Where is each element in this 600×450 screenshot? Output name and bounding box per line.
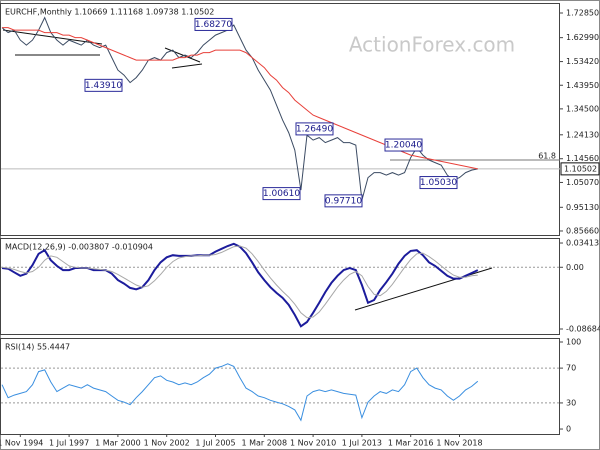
annotation-box — [419, 176, 458, 190]
annotation-box — [194, 17, 233, 31]
annotation-label: 1.00610 — [263, 189, 300, 199]
annotation-box — [384, 138, 423, 152]
annotation-box — [295, 122, 334, 136]
x-tick-label: 1 Jul 2013 — [342, 439, 382, 448]
panel-title: RSI(14) 55.4447 — [5, 343, 70, 352]
rsi-panel — [0, 338, 560, 435]
trendline — [171, 63, 203, 69]
panel-title: EURCHF,Monthly 1.10669 1.11168 1.09738 1… — [5, 8, 214, 17]
x-tick-label: 1 Jul 1997 — [49, 439, 89, 448]
y-tick-label: 1.24130 — [566, 130, 599, 139]
price-panel — [0, 3, 560, 236]
y-tick-label: 0.95130 — [566, 203, 599, 212]
x-tick-label: 1 Jul 2005 — [195, 439, 235, 448]
y-tick-label: 0 — [566, 425, 571, 434]
x-tick-label: 1 Mar 2008 — [241, 439, 287, 448]
watermark: ActionForex.com — [349, 33, 515, 57]
y-tick-label: 1.34500 — [566, 104, 599, 113]
x-tick-label: 1 Nov 2002 — [144, 439, 190, 448]
series-line — [1, 245, 478, 319]
annotation-label: 1.68270 — [195, 20, 232, 30]
x-tick-label: 1 Mar 2000 — [95, 439, 141, 448]
fib-label: 61.8 — [538, 152, 556, 161]
x-tick-label: 1 Nov 2018 — [436, 439, 482, 448]
series-line — [1, 363, 479, 422]
last-price-box — [560, 162, 600, 176]
y-tick-label: 1.43950 — [566, 81, 599, 90]
panel-title: MACD(12,26,9) -0.003807 -0.010904 — [5, 243, 153, 252]
y-tick-label: 0.034137 — [566, 239, 600, 248]
y-tick-label: 100 — [566, 338, 581, 347]
annotation-label: 1.20040 — [385, 141, 422, 151]
y-tick-label: -0.086849 — [566, 324, 600, 333]
annotation-box — [84, 78, 123, 92]
x-tick-label: 1 Mar 2016 — [388, 439, 434, 448]
last-price-label: 1.10502 — [564, 164, 597, 173]
y-tick-label: 30 — [566, 398, 576, 407]
annotation-box — [262, 187, 301, 201]
series-line — [1, 16, 478, 201]
y-tick-label: 0.85660 — [566, 226, 599, 235]
annotation-label: 0.97710 — [325, 196, 362, 206]
x-tick-label: 1 Nov 1994 — [0, 439, 43, 448]
y-tick-label: 1.62990 — [566, 33, 599, 42]
macd-panel — [0, 238, 560, 335]
x-tick-label: 1 Nov 2010 — [290, 439, 336, 448]
annotation-box — [324, 194, 363, 208]
annotation-label: 1.26490 — [296, 124, 333, 134]
annotation-label: 1.05030 — [420, 178, 457, 188]
trendline — [164, 47, 201, 63]
annotation-label: 1.43910 — [85, 81, 122, 91]
y-tick-label: 1.53420 — [566, 57, 599, 66]
y-tick-label: 70 — [566, 364, 576, 373]
y-tick-label: 1.05070 — [566, 178, 599, 187]
y-tick-label: 1.14560 — [566, 154, 599, 163]
y-tick-label: 0.00 — [566, 263, 584, 272]
y-tick-label: 1.72850 — [566, 9, 599, 18]
